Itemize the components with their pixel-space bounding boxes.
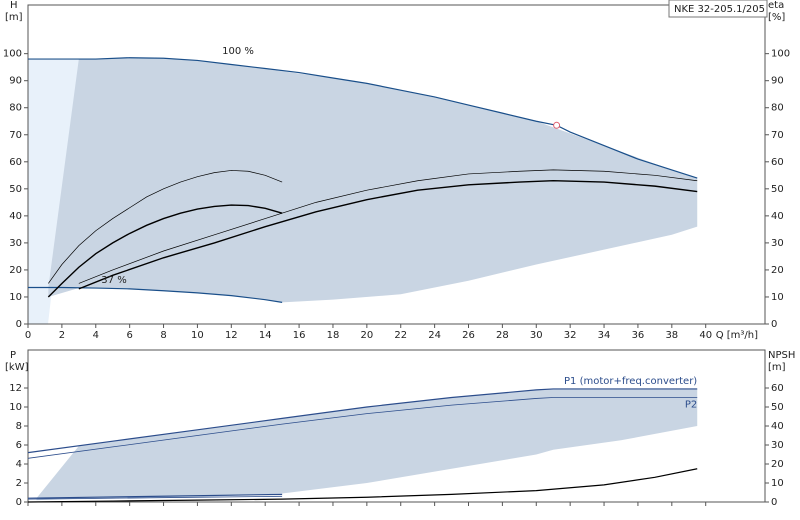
light-region xyxy=(28,60,80,324)
operating-envelope xyxy=(48,57,698,303)
x-tick-label: 36 xyxy=(632,330,645,341)
x-tick-label: 34 xyxy=(598,330,611,341)
y2-tick-label: 10 xyxy=(771,478,784,489)
y-tick-label: 80 xyxy=(9,103,22,114)
y2-tick-label: 0 xyxy=(771,497,777,508)
y-tick-label: 6 xyxy=(16,440,22,451)
y2-tick-label: 60 xyxy=(771,383,784,394)
x-tick-label: 0 xyxy=(25,330,31,341)
y2-tick-label: 40 xyxy=(771,421,784,432)
y2-tick-label: 90 xyxy=(771,76,784,87)
annotation: 100 % xyxy=(222,46,254,57)
curve xyxy=(27,468,698,503)
y2-tick-label: 50 xyxy=(771,184,784,195)
x-tick-label: 12 xyxy=(225,330,238,341)
curve xyxy=(78,169,698,284)
y-tick-label: 100 xyxy=(3,49,22,60)
plot-frame xyxy=(27,4,766,325)
y2-tick-label: 60 xyxy=(771,157,784,168)
y-tick-label: 12 xyxy=(9,383,22,394)
curve xyxy=(27,493,283,499)
y-tick-label: 20 xyxy=(9,265,22,276)
x-tick-label: 22 xyxy=(394,330,407,341)
y2-tick-label: 10 xyxy=(771,292,784,303)
y2-tick-label: 80 xyxy=(771,103,784,114)
y-tick-label: 90 xyxy=(9,76,22,87)
curve xyxy=(27,388,698,454)
y-tick-label: 2 xyxy=(16,478,22,489)
curve xyxy=(28,286,283,303)
y-tick-label: 30 xyxy=(9,238,22,249)
x-tick-label: 4 xyxy=(93,330,99,341)
y-tick-label: 4 xyxy=(16,459,22,470)
x-tick-label: 38 xyxy=(665,330,678,341)
x-tick-label: 8 xyxy=(160,330,166,341)
x-tick-label: 26 xyxy=(462,330,475,341)
x-tick-label: 30 xyxy=(530,330,543,341)
y-axis-label: P xyxy=(10,350,16,361)
y-axis-unit: [m] xyxy=(5,12,23,23)
x-tick-label: 18 xyxy=(327,330,340,341)
y2-axis-unit: [%] xyxy=(768,12,785,23)
x-tick-label: 40 xyxy=(699,330,712,341)
x-tick-label: 16 xyxy=(293,330,306,341)
curve xyxy=(27,495,283,500)
y-axis-unit: [kW] xyxy=(5,362,29,373)
x-tick-label: 6 xyxy=(126,330,132,341)
x-tick-label: 20 xyxy=(360,330,373,341)
y2-tick-label: 40 xyxy=(771,211,784,222)
y-tick-label: 70 xyxy=(9,130,22,141)
y-tick-label: 0 xyxy=(16,497,22,508)
chart-title: NKE 32-205.1/205 xyxy=(674,4,765,15)
operating-envelope xyxy=(36,388,698,501)
x-tick-label: 32 xyxy=(564,330,577,341)
curve xyxy=(47,204,283,298)
x-axis-label: Q [m³/h] xyxy=(716,330,758,341)
annotation: 37 % xyxy=(101,275,126,286)
curve xyxy=(28,57,698,179)
y2-axis-label: eta xyxy=(768,0,784,11)
series-label: P1 (motor+freq.converter) xyxy=(564,376,697,387)
y-tick-label: 10 xyxy=(9,402,22,413)
y-axis-label: H xyxy=(10,0,18,11)
y2-axis-label: NPSH xyxy=(768,350,795,361)
y-tick-label: 50 xyxy=(9,184,22,195)
x-tick-label: 24 xyxy=(428,330,441,341)
y2-tick-label: 50 xyxy=(771,402,784,413)
x-tick-label: 14 xyxy=(259,330,272,341)
operating-point xyxy=(553,121,561,129)
series-label: P2 xyxy=(685,400,697,411)
y2-tick-label: 20 xyxy=(771,265,784,276)
curve xyxy=(48,170,283,284)
y-tick-label: 60 xyxy=(9,157,22,168)
y-tick-label: 40 xyxy=(9,211,22,222)
y2-tick-label: 70 xyxy=(771,130,784,141)
x-tick-label: 10 xyxy=(191,330,204,341)
curve xyxy=(78,180,698,290)
x-tick-label: 28 xyxy=(496,330,509,341)
y-tick-label: 0 xyxy=(16,319,22,330)
y2-tick-label: 20 xyxy=(771,459,784,470)
title-box xyxy=(668,0,768,18)
y2-tick-label: 100 xyxy=(771,49,790,60)
y2-tick-label: 0 xyxy=(771,319,777,330)
curve xyxy=(27,397,698,459)
y-tick-label: 10 xyxy=(9,292,22,303)
y2-axis-unit: [m] xyxy=(768,362,786,373)
y-tick-label: 8 xyxy=(16,421,22,432)
y2-tick-label: 30 xyxy=(771,238,784,249)
x-tick-label: 2 xyxy=(59,330,65,341)
y2-tick-label: 30 xyxy=(771,440,784,451)
